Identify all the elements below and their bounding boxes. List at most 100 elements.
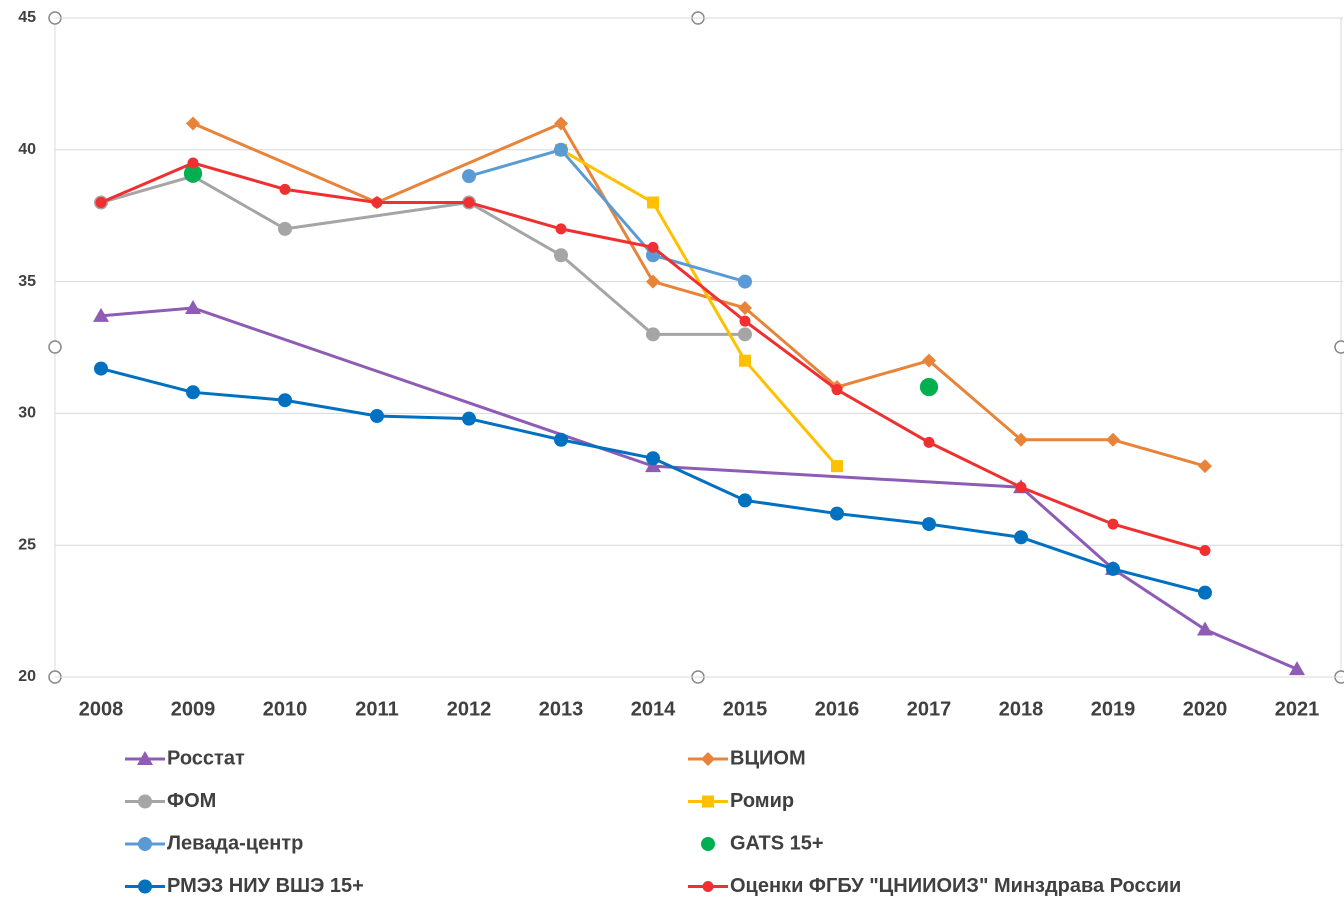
legend-label: ВЦИОМ [730,747,806,769]
marker [738,493,752,508]
marker [186,385,200,400]
marker [1015,481,1027,493]
x-tick-label: 2020 [1183,698,1228,720]
marker [739,315,751,327]
y-tick-label: 30 [18,405,36,422]
series [94,361,1212,600]
series [186,116,1212,474]
marker [646,451,660,466]
marker [647,196,659,209]
x-tick-label: 2021 [1275,698,1320,720]
marker [187,157,199,169]
legend-label: Оценки ФГБУ "ЦНИИОИЗ" Минздрава России [730,875,1181,897]
marker [739,354,751,367]
marker [138,794,152,809]
marker [370,409,384,424]
x-tick-label: 2017 [907,698,952,720]
x-tick-label: 2014 [631,698,676,720]
marker [138,837,152,851]
marker [1199,544,1211,556]
x-tick-label: 2012 [447,698,492,720]
marker [831,460,843,473]
marker [94,361,108,376]
marker [278,393,292,408]
marker [463,197,475,209]
x-tick-label: 2019 [1091,698,1136,720]
x-tick-label: 2016 [815,698,860,720]
legend-label: Ромир [730,790,794,812]
x-tick-label: 2018 [999,698,1044,720]
series-line [192,121,1206,468]
x-tick-label: 2015 [723,698,768,720]
x-tick-label: 2011 [355,698,398,720]
marker [702,795,714,808]
marker [371,197,383,209]
marker [1198,585,1212,600]
marker [701,752,715,766]
marker [923,436,935,448]
marker [278,221,292,236]
series [183,164,939,397]
marker [1289,661,1305,676]
marker [1197,621,1213,636]
series [93,299,1305,676]
y-tick-label: 20 [18,668,36,685]
marker [701,837,715,851]
y-tick-label: 25 [18,536,36,553]
marker [138,879,152,894]
marker [830,506,844,521]
marker [1014,432,1028,447]
marker [922,517,936,532]
marker [1106,561,1120,576]
series [462,142,752,289]
series-line [100,306,1298,671]
legend-label: GATS 15+ [730,832,824,854]
series [95,157,1211,556]
series-line [468,148,746,284]
legend-label: ФОМ [167,790,216,812]
marker [1106,432,1120,447]
marker [554,248,568,263]
marker [1107,518,1119,530]
series [555,143,843,473]
x-tick-label: 2010 [263,698,308,720]
x-tick-label: 2009 [171,698,216,720]
marker [185,299,201,314]
legend-label: РМЭЗ НИУ ВШЭ 15+ [167,875,364,897]
legend-label: Левада-центр [167,832,303,854]
series-line [100,161,1206,552]
marker [186,116,200,131]
marker [646,327,660,342]
marker [1014,530,1028,545]
marker [1198,459,1212,474]
marker [738,274,752,289]
x-tick-label: 2008 [79,698,124,720]
marker [555,223,567,235]
y-tick-label: 35 [18,273,36,290]
marker [462,411,476,426]
marker [462,169,476,184]
marker [93,307,109,322]
marker [183,164,203,183]
marker [919,377,939,397]
legend-label: Росстат [167,747,245,769]
marker [95,197,107,209]
y-tick-label: 40 [18,141,36,158]
series-line [560,148,839,468]
selection-handles [48,11,1344,684]
series-line [100,367,1206,595]
marker [279,183,291,195]
marker [647,241,659,253]
y-tick-label: 45 [18,9,36,26]
marker [702,881,714,892]
marker [738,327,752,342]
marker [137,751,153,765]
marker [646,274,660,289]
marker [922,353,936,368]
marker [831,384,843,396]
marker [554,432,568,447]
marker [554,116,568,131]
marker [738,300,752,315]
x-tick-label: 2013 [539,698,584,720]
